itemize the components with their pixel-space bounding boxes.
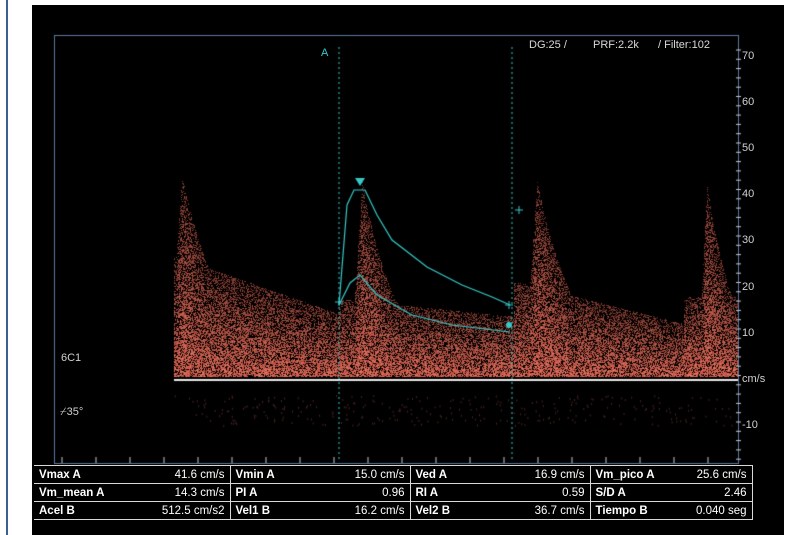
measurements-table: Vmax A 41.6 cm/s Vmin A 15.0 cm/s Ved A 16.… <box>34 465 753 520</box>
angle-value: 35° <box>66 406 84 418</box>
left-border-line <box>6 0 8 535</box>
scale-tick: 60 <box>742 96 755 108</box>
ultrasound-display: DG:25 / PRF:2.2k / Filter:102 A 6C1 ⌿35°… <box>32 5 784 535</box>
measure-sd: S/D A 2.46 <box>589 483 753 502</box>
measure-acel: Acel B 512.5 cm/s2 <box>34 501 231 520</box>
scale-tick: 10 <box>742 327 755 339</box>
measure-ved: Ved A 16.9 cm/s <box>409 465 591 484</box>
scale-tick: 50 <box>742 142 755 154</box>
left-border <box>0 0 14 535</box>
filter-readout: / Filter:102 <box>658 39 710 51</box>
scale-tick: 70 <box>742 50 755 62</box>
cursor-a-label: A <box>321 47 329 59</box>
table-row: Vmax A 41.6 cm/s Vmin A 15.0 cm/s Ved A 16.… <box>34 465 753 484</box>
table-row: Vm_mean A 14.3 cm/s PI A 0.96 RI A 0.59 S/D… <box>34 483 753 502</box>
scale-tick: 40 <box>742 188 755 200</box>
measure-tiempo: Tiempo B 0.040 seg <box>589 501 753 520</box>
angle-icon: ⌿ <box>60 406 67 418</box>
scale-tick: 30 <box>742 234 755 246</box>
measure-vm-mean: Vm_mean A 14.3 cm/s <box>34 483 231 502</box>
probe-label: 6C1 <box>61 352 82 364</box>
doppler-spectrum <box>32 5 784 535</box>
scale-unit: cm/s <box>742 373 766 385</box>
measure-ri: RI A 0.59 <box>409 483 591 502</box>
measure-vm-pico: Vm_pico A 25.6 cm/s <box>589 465 753 484</box>
measure-vmin: Vmin A 15.0 cm/s <box>229 465 411 484</box>
table-row: Acel B 512.5 cm/s2 Vel1 B 16.2 cm/s Vel2 B… <box>34 501 753 520</box>
measure-pi: PI A 0.96 <box>229 483 411 502</box>
scale-tick: 20 <box>742 281 755 293</box>
scale-tick: -10 <box>742 419 758 431</box>
measure-vel2: Vel2 B 36.7 cm/s <box>409 501 591 520</box>
measure-vmax: Vmax A 41.6 cm/s <box>34 465 231 484</box>
dg-readout: DG:25 / <box>529 39 567 51</box>
prf-readout: PRF:2.2k <box>593 39 639 51</box>
angle-readout: ⌿35° <box>60 406 83 419</box>
measure-vel1: Vel1 B 16.2 cm/s <box>229 501 411 520</box>
